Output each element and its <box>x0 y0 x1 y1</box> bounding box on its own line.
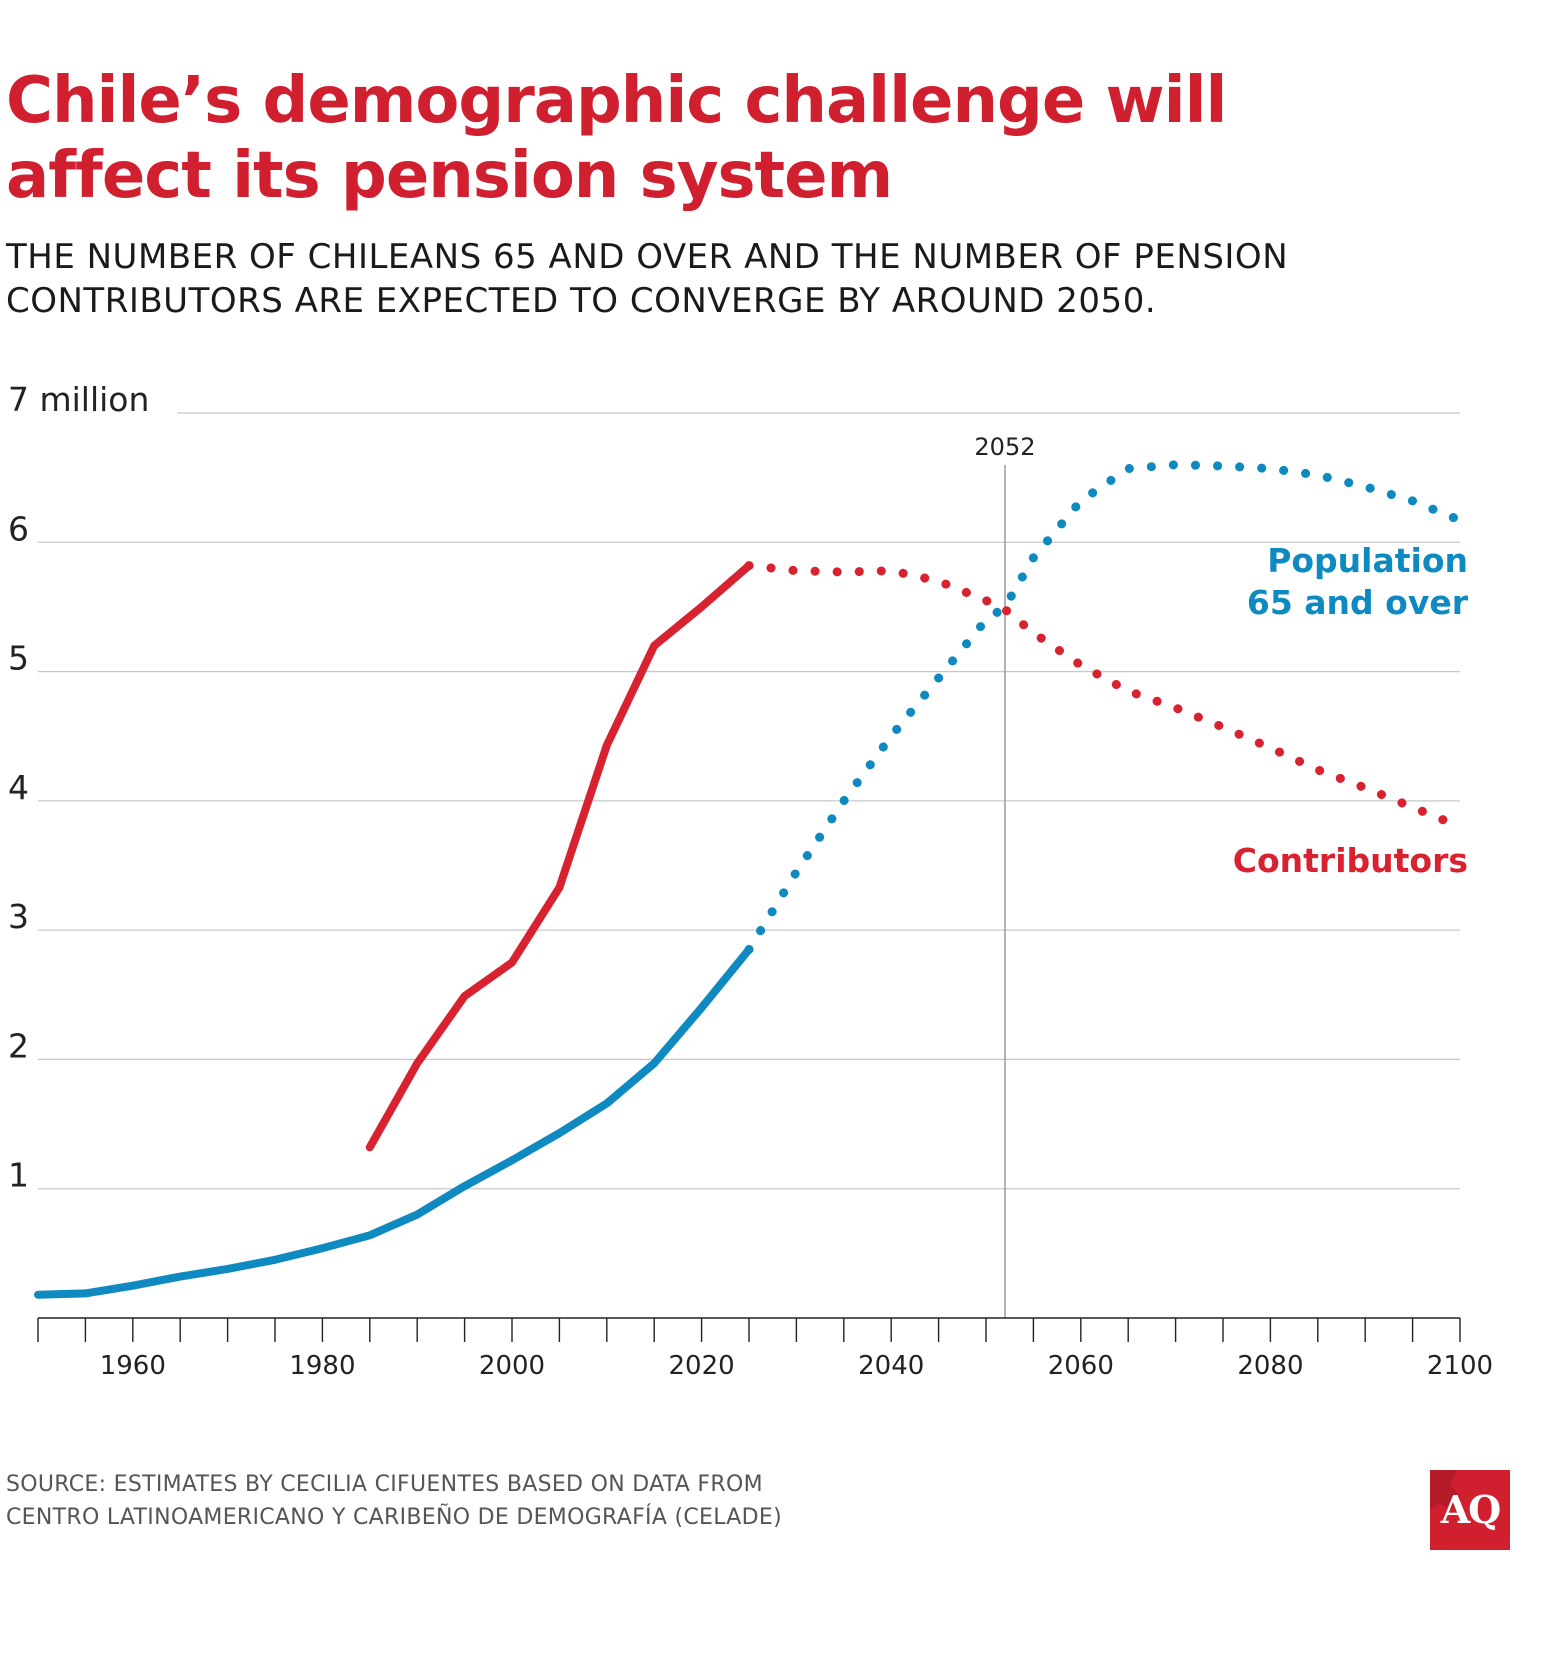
subtitle-line-2: CONTRIBUTORS ARE EXPECTED TO CONVERGE BY… <box>6 281 1157 321</box>
y-tick-label: 2 <box>8 1026 29 1065</box>
grid-lines: 1 2 3 4 5 6 7 million <box>8 380 1460 1195</box>
chart-title: Chile’s demographic challenge will affec… <box>6 64 1406 214</box>
y-tick-label: 4 <box>8 768 29 807</box>
line-chart: 1 2 3 4 5 6 7 million 2052 1960 1980 2000 2020 204… <box>8 380 1493 1381</box>
logo-background <box>1430 1470 1510 1550</box>
population-series-label: Population <box>1267 541 1468 580</box>
y-tick-label: 5 <box>8 639 29 678</box>
x-axis: 1960 1980 2000 2020 2040 2060 2080 2100 <box>37 1317 1493 1381</box>
x-tick-label: 2100 <box>1427 1351 1493 1381</box>
chart-subtitle: THE NUMBER OF CHILEANS 65 AND OVER AND T… <box>6 235 1506 323</box>
population-series-label: 65 and over <box>1247 583 1469 622</box>
title-line-2: affect its pension system <box>6 139 893 213</box>
y-tick-label: 6 <box>8 509 29 548</box>
population-actual-line <box>34 945 753 1299</box>
y-tick-label: 3 <box>8 897 29 936</box>
contributors-projected-line <box>744 561 1465 832</box>
y-tick-label: 1 <box>8 1156 29 1195</box>
x-tick-label: 2060 <box>1048 1351 1114 1381</box>
contributors-series-label: Contributors <box>1233 841 1468 880</box>
logo-text: AQ <box>1440 1487 1502 1532</box>
subtitle-line-1: THE NUMBER OF CHILEANS 65 AND OVER AND T… <box>6 237 1289 277</box>
title-line-1: Chile’s demographic challenge will <box>6 64 1227 138</box>
y-tick-label: 7 million <box>8 380 149 419</box>
contributors-actual-line <box>365 561 753 1152</box>
source-note: SOURCE: ESTIMATES BY CECILIA CIFUENTES B… <box>6 1468 1106 1534</box>
reference-line-label: 2052 <box>974 433 1035 461</box>
x-tick-label: 2080 <box>1237 1351 1303 1381</box>
x-tick-label: 1960 <box>100 1351 166 1381</box>
x-tick-label: 2000 <box>479 1351 545 1381</box>
aq-logo: AQ <box>1430 1470 1510 1550</box>
source-line-1: SOURCE: ESTIMATES BY CECILIA CIFUENTES B… <box>6 1472 763 1497</box>
source-line-2: CENTRO LATINOAMERICANO Y CARIBEÑO DE DEM… <box>6 1505 782 1530</box>
reference-line-group: 2052 <box>974 433 1035 1318</box>
series-lines <box>34 460 1465 1299</box>
x-tick-label: 2040 <box>858 1351 924 1381</box>
x-tick-label: 1980 <box>289 1351 355 1381</box>
x-tick-label: 2020 <box>669 1351 735 1381</box>
